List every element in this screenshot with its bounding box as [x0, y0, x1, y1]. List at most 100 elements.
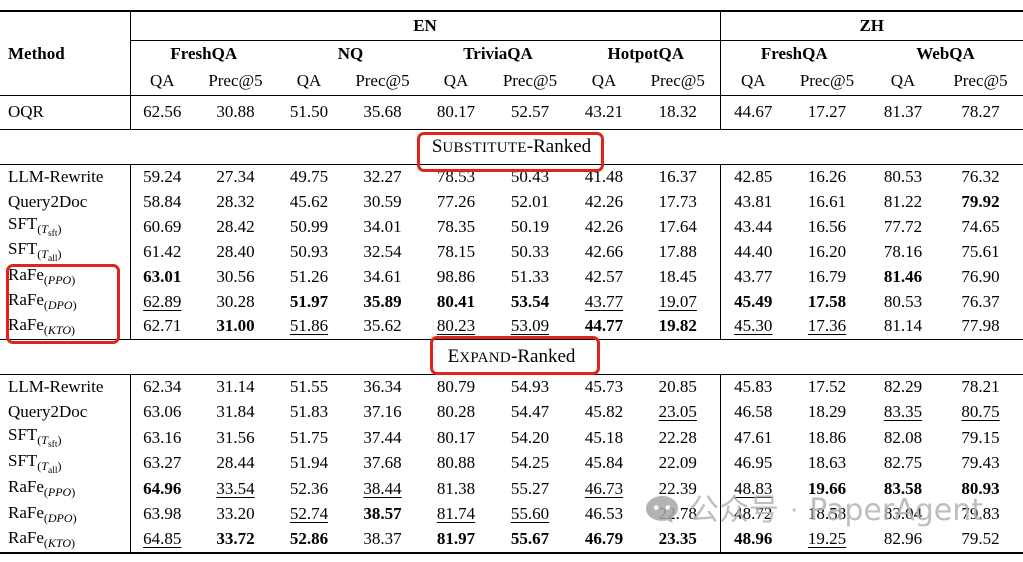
- value-cell: 18.45: [658, 266, 697, 286]
- value-cell: 64.96: [143, 478, 182, 498]
- value-cell: 81.22: [883, 191, 923, 211]
- value-cell: 54.25: [510, 453, 550, 473]
- method-cell: RaFe(DPO): [0, 289, 131, 314]
- value-cell: 62.89: [143, 291, 182, 311]
- value-cell: 46.73: [584, 478, 624, 498]
- value-cell: 74.65: [961, 216, 1000, 236]
- metric-header-row: QA Prec@5 QA Prec@5 QA Prec@5 QA Prec@5 …: [0, 68, 1023, 96]
- value-cell: 55.27: [510, 478, 550, 498]
- value-cell: 78.27: [938, 95, 1023, 130]
- lang-header-en: EN: [129, 11, 720, 41]
- value-cell: 63.06: [143, 402, 182, 422]
- value-cell: 50.43: [510, 166, 550, 186]
- metric-header: Prec@5: [488, 68, 572, 96]
- value-cell: 17.64: [658, 216, 697, 236]
- dataset-header-hotpotqa: HotpotQA: [607, 44, 685, 64]
- value-cell: 78.21: [961, 377, 1000, 396]
- value-cell: 50.33: [510, 241, 550, 261]
- value-cell: 62.34: [143, 377, 182, 396]
- value-cell: 81.97: [436, 529, 476, 549]
- value-cell: 54.93: [510, 377, 550, 396]
- table-row: RaFe(KTO) 64.85 33.72 52.86 38.37 81.97 55.67 4…: [0, 527, 1023, 553]
- table-row: SFT(Tsft) 60.69 28.42 50.99 34.01 78.35 50.19 4…: [0, 214, 1023, 239]
- value-cell: 17.88: [658, 241, 697, 261]
- dataset-header-row: Method FreshQA NQ TriviaQA HotpotQA Fres…: [0, 40, 1023, 96]
- value-cell: 46.58: [719, 399, 786, 425]
- method-cell: LLM-Rewrite: [0, 374, 131, 400]
- method-cell: RaFe(DPO): [0, 501, 131, 527]
- value-cell: 52.01: [510, 191, 550, 211]
- value-cell: 82.08: [883, 427, 923, 447]
- value-cell: 36.34: [363, 377, 402, 396]
- value-cell: 34.61: [363, 266, 402, 286]
- metric-header: QA: [130, 68, 194, 96]
- value-cell: 18.63: [807, 453, 847, 473]
- value-cell: 51.55: [289, 377, 329, 396]
- value-cell: 17.52: [807, 377, 847, 396]
- value-cell: 81.14: [868, 314, 938, 340]
- value-cell: 18.86: [807, 427, 847, 447]
- value-cell: 41.48: [584, 166, 624, 186]
- value-cell: 33.20: [216, 504, 255, 524]
- value-cell: 76.32: [961, 166, 1000, 186]
- value-cell: 63.27: [143, 453, 182, 473]
- table-row: SFT(Tall) 61.42 28.40 50.93 32.54 78.15 50.33 4…: [0, 239, 1023, 264]
- dataset-header-triviaqa: TriviaQA: [463, 44, 533, 64]
- value-cell: 75.61: [961, 241, 1000, 261]
- value-cell: 80.53: [883, 291, 923, 311]
- value-cell: 19.82: [636, 314, 720, 340]
- value-cell: 79.15: [961, 427, 1000, 447]
- value-cell: 17.58: [807, 291, 847, 311]
- value-cell: 82.96: [883, 529, 923, 549]
- value-cell: 50.93: [289, 241, 329, 261]
- value-cell: 31.56: [216, 427, 255, 447]
- value-cell: 22.09: [658, 453, 697, 473]
- value-cell: 51.75: [289, 427, 329, 447]
- method-cell: SFT(Tsft): [0, 425, 131, 451]
- value-cell: 23.35: [658, 529, 697, 549]
- value-cell: 19.25: [807, 529, 847, 549]
- value-cell: 16.56: [807, 216, 847, 236]
- value-cell: 43.77: [719, 264, 786, 289]
- value-cell: 35.68: [341, 95, 424, 130]
- table-row: RaFe(PPO) 63.01 30.56 51.26 34.61 98.86 51.33 4…: [0, 264, 1023, 289]
- table-row: LLM-Rewrite 62.34 31.14 51.55 36.34 80.79 54.9…: [0, 374, 1023, 400]
- value-cell: 46.95: [719, 450, 786, 476]
- value-cell: 76.37: [961, 291, 1000, 311]
- value-cell: 80.88: [436, 453, 476, 473]
- value-cell: 34.01: [363, 216, 402, 236]
- value-cell: 27.34: [216, 166, 255, 186]
- value-cell: 44.67: [719, 95, 786, 130]
- value-cell: 17.73: [658, 191, 697, 211]
- value-cell: 80.41: [436, 291, 476, 311]
- value-cell: 77.72: [883, 216, 923, 236]
- lang-header-row: EN ZH: [0, 11, 1023, 41]
- value-cell: 81.46: [883, 266, 923, 286]
- value-cell: 19.07: [658, 291, 697, 311]
- value-cell: 35.62: [341, 314, 424, 340]
- value-cell: 50.19: [510, 216, 550, 236]
- value-cell: 80.93: [961, 478, 1000, 498]
- value-cell: 82.75: [883, 453, 923, 473]
- value-cell: 17.27: [786, 95, 868, 130]
- value-cell: 79.92: [961, 191, 1000, 211]
- value-cell: 45.18: [584, 427, 624, 447]
- value-cell: 30.56: [216, 266, 255, 286]
- value-cell: 51.33: [510, 266, 550, 286]
- value-cell: 80.75: [961, 402, 1000, 422]
- section-title: EXPAND-Ranked: [447, 345, 576, 367]
- value-cell: 43.44: [719, 214, 786, 239]
- value-cell: 50.99: [289, 216, 329, 236]
- table-row: RaFe(PPO) 64.96 33.54 52.36 38.44 81.38 55.27 4…: [0, 476, 1023, 502]
- value-cell: 64.85: [143, 529, 182, 549]
- value-cell: 76.90: [961, 266, 1000, 286]
- value-cell: 78.15: [436, 241, 476, 261]
- method-cell: SFT(Tall): [0, 450, 131, 476]
- metric-header: QA: [719, 68, 786, 96]
- value-cell: 38.57: [363, 504, 402, 524]
- value-cell: 18.32: [636, 95, 720, 130]
- blank-corner-cell: [0, 11, 130, 40]
- value-cell: 33.72: [216, 529, 255, 549]
- value-cell: 52.57: [488, 95, 572, 130]
